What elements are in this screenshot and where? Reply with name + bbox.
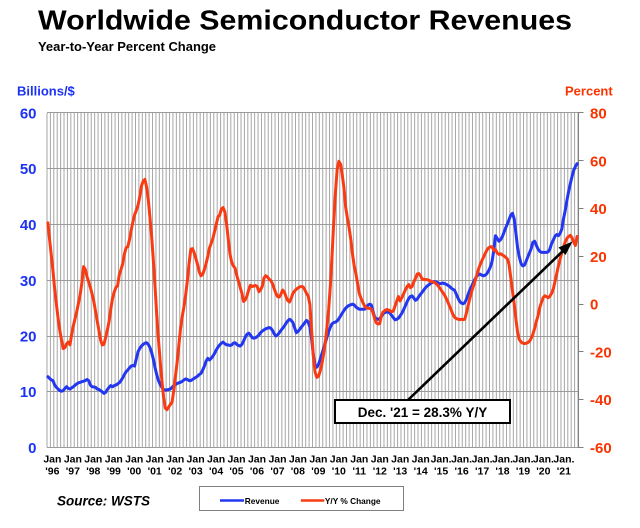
- svg-text:'20: '20: [536, 466, 550, 478]
- svg-text:Jan.: Jan.: [553, 454, 574, 466]
- svg-text:Jan.: Jan.: [451, 454, 472, 466]
- svg-text:Jan.: Jan.: [431, 454, 452, 466]
- svg-text:Source: WSTS: Source: WSTS: [57, 494, 150, 509]
- svg-text:-60: -60: [590, 440, 612, 457]
- svg-text:Jan: Jan: [187, 454, 205, 466]
- svg-text:Jan: Jan: [105, 454, 123, 466]
- svg-text:'13: '13: [393, 466, 407, 478]
- svg-text:'03: '03: [189, 466, 203, 478]
- svg-text:'09: '09: [311, 466, 325, 478]
- svg-text:'17: '17: [475, 466, 489, 478]
- svg-text:'15: '15: [434, 466, 448, 478]
- svg-text:'08: '08: [291, 466, 305, 478]
- svg-text:Revenue: Revenue: [245, 496, 280, 506]
- svg-text:0: 0: [28, 440, 36, 457]
- svg-text:'05: '05: [229, 466, 243, 478]
- svg-text:'97: '97: [66, 466, 80, 478]
- svg-text:-20: -20: [590, 344, 612, 361]
- svg-text:'18: '18: [495, 466, 509, 478]
- svg-text:60: 60: [20, 106, 37, 123]
- svg-text:60: 60: [590, 153, 607, 170]
- svg-text:Dec. '21 = 28.3% Y/Y: Dec. '21 = 28.3% Y/Y: [358, 405, 487, 420]
- svg-text:'14: '14: [414, 466, 428, 478]
- svg-text:Jan: Jan: [207, 454, 225, 466]
- svg-text:Jan: Jan: [166, 454, 184, 466]
- svg-text:10: 10: [20, 384, 37, 401]
- svg-text:'16: '16: [455, 466, 469, 478]
- svg-text:'02: '02: [168, 466, 182, 478]
- svg-text:Y/Y % Change: Y/Y % Change: [325, 496, 381, 506]
- svg-text:Jan: Jan: [350, 454, 368, 466]
- svg-text:'01: '01: [148, 466, 162, 478]
- svg-text:'98: '98: [86, 466, 100, 478]
- svg-text:Worldwide Semiconductor Revenu: Worldwide Semiconductor Revenues: [38, 5, 572, 36]
- svg-text:Year-to-Year Percent Change: Year-to-Year Percent Change: [38, 39, 216, 54]
- svg-text:Jan: Jan: [146, 454, 164, 466]
- svg-text:50: 50: [20, 161, 37, 178]
- svg-text:Jan: Jan: [64, 454, 82, 466]
- svg-text:Jan: Jan: [227, 454, 245, 466]
- svg-text:Percent: Percent: [565, 84, 613, 99]
- svg-text:'10: '10: [332, 466, 346, 478]
- svg-text:Jan.: Jan.: [492, 454, 513, 466]
- svg-text:Billions/$: Billions/$: [17, 84, 76, 99]
- svg-text:40: 40: [20, 217, 37, 234]
- svg-text:Jan: Jan: [309, 454, 327, 466]
- svg-text:20: 20: [590, 249, 607, 266]
- svg-text:30: 30: [20, 273, 37, 290]
- svg-text:'12: '12: [373, 466, 387, 478]
- svg-text:Jan: Jan: [289, 454, 307, 466]
- svg-text:Jan: Jan: [84, 454, 102, 466]
- svg-text:Jan.: Jan.: [533, 454, 554, 466]
- svg-text:-40: -40: [590, 392, 612, 409]
- svg-text:Jan: Jan: [391, 454, 409, 466]
- svg-text:'00: '00: [127, 466, 141, 478]
- svg-text:'11: '11: [352, 466, 366, 478]
- svg-text:0: 0: [590, 297, 598, 314]
- svg-text:80: 80: [590, 106, 607, 123]
- svg-text:'07: '07: [270, 466, 284, 478]
- svg-text:Jan: Jan: [248, 454, 266, 466]
- svg-text:Jan: Jan: [330, 454, 348, 466]
- svg-text:Jan: Jan: [268, 454, 286, 466]
- svg-text:Jan: Jan: [125, 454, 143, 466]
- svg-text:Jan.: Jan.: [512, 454, 533, 466]
- svg-text:'19: '19: [516, 466, 530, 478]
- svg-text:'04: '04: [209, 466, 223, 478]
- svg-text:'99: '99: [107, 466, 121, 478]
- svg-text:Jan: Jan: [43, 454, 61, 466]
- svg-text:40: 40: [590, 201, 607, 218]
- svg-text:'21: '21: [557, 466, 571, 478]
- svg-text:'96: '96: [45, 466, 59, 478]
- svg-text:Jan.: Jan.: [472, 454, 493, 466]
- svg-text:'06: '06: [250, 466, 264, 478]
- svg-text:Jan: Jan: [412, 454, 430, 466]
- svg-text:20: 20: [20, 329, 37, 346]
- svg-text:Jan: Jan: [371, 454, 389, 466]
